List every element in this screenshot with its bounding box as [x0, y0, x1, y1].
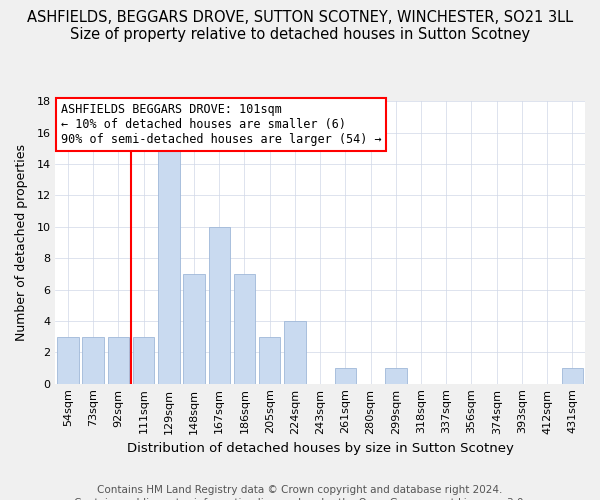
Bar [158, 148, 179, 384]
Bar [107, 336, 129, 384]
Text: Contains public sector information licensed under the Open Government Licence v3: Contains public sector information licen… [74, 498, 526, 500]
Text: ASHFIELDS, BEGGARS DROVE, SUTTON SCOTNEY, WINCHESTER, SO21 3LL
Size of property : ASHFIELDS, BEGGARS DROVE, SUTTON SCOTNEY… [27, 10, 573, 42]
Bar [385, 368, 407, 384]
Bar [184, 274, 205, 384]
Bar [335, 368, 356, 384]
Bar [82, 336, 104, 384]
Bar [562, 368, 583, 384]
Y-axis label: Number of detached properties: Number of detached properties [15, 144, 28, 341]
Text: Contains HM Land Registry data © Crown copyright and database right 2024.: Contains HM Land Registry data © Crown c… [97, 485, 503, 495]
Bar [57, 336, 79, 384]
Bar [284, 321, 305, 384]
Text: ASHFIELDS BEGGARS DROVE: 101sqm
← 10% of detached houses are smaller (6)
90% of : ASHFIELDS BEGGARS DROVE: 101sqm ← 10% of… [61, 103, 381, 146]
X-axis label: Distribution of detached houses by size in Sutton Scotney: Distribution of detached houses by size … [127, 442, 514, 455]
Bar [209, 227, 230, 384]
Bar [133, 336, 154, 384]
Bar [259, 336, 280, 384]
Bar [234, 274, 255, 384]
